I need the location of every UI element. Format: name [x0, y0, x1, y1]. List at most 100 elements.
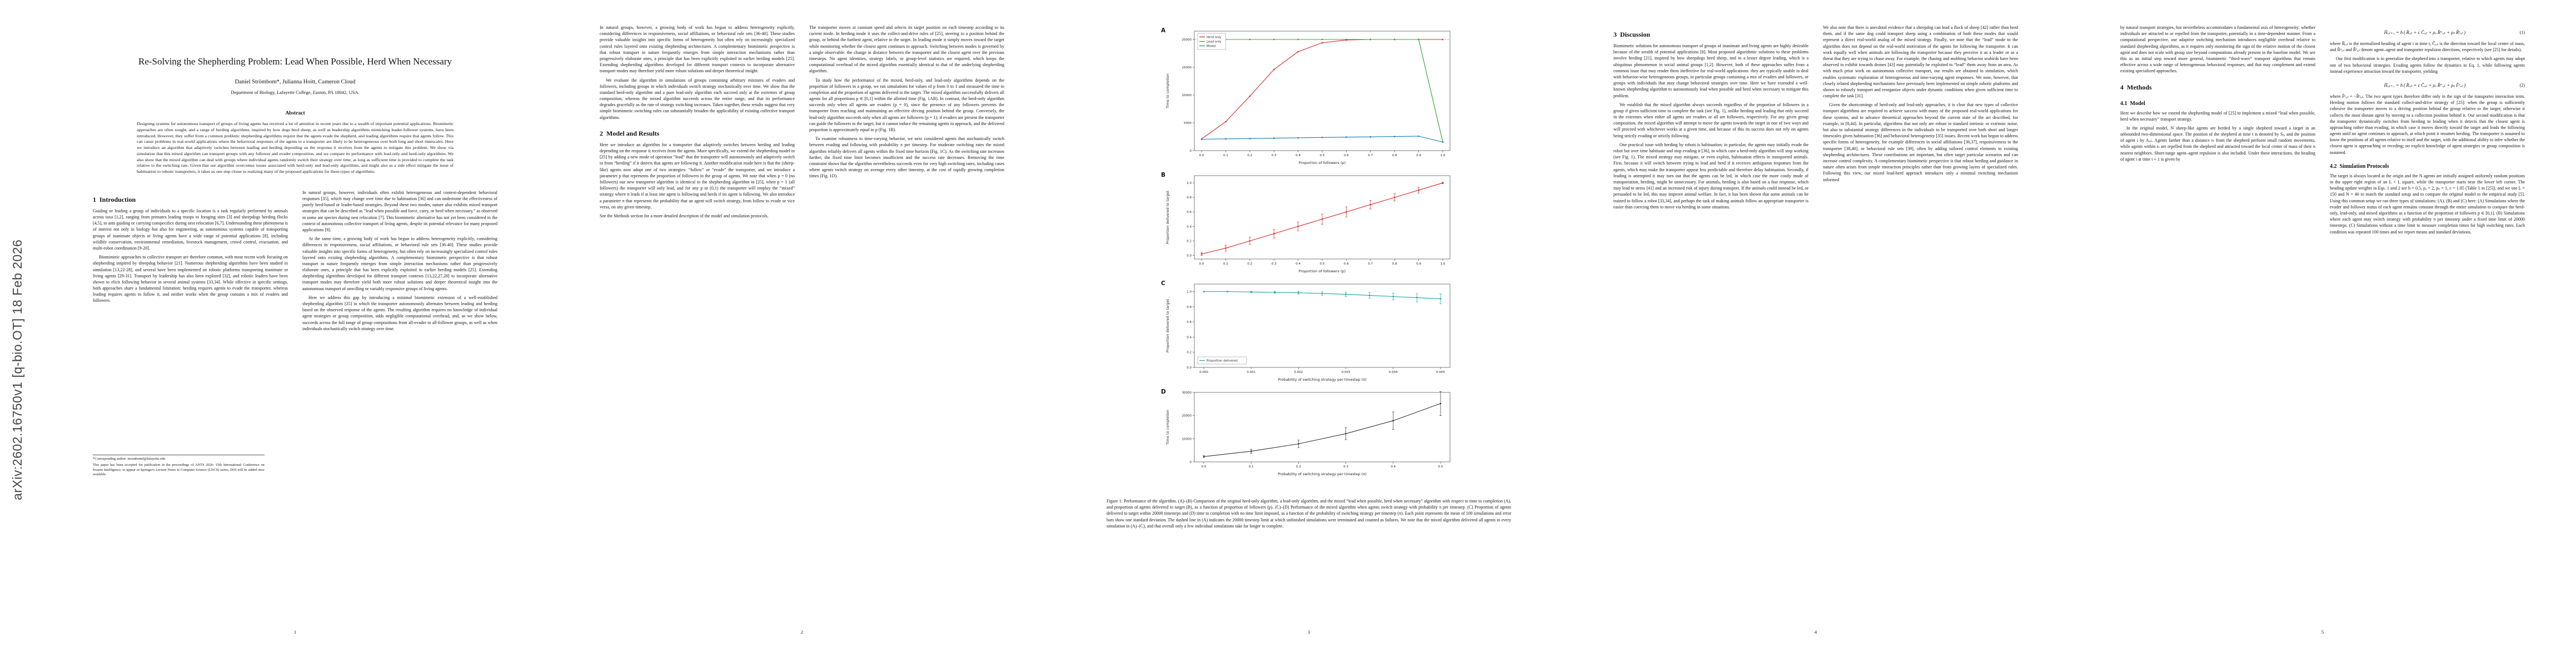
figure-panel-B: B 0.0 0.1 0.2 0.3 0.4 0.5 0.6 0.7 0.8 0.9 1.0 0.0 0.2… [1161, 170, 1457, 278]
page-1: Re-Solving the Shepherding Problem: Lead… [42, 0, 549, 667]
page-number: 2 [800, 629, 804, 635]
svg-text:0.003: 0.003 [1342, 371, 1351, 374]
paragraph: Our first modification is to generalize … [2330, 56, 2525, 74]
panel-label-A: A [1161, 27, 1166, 34]
column-right: H̄ᵢ,ₜ₊₁ = h ( R̄ᵢ,ₜ + c Ĉᵢ,ₜ + ρₐ R̂ᵃᵢ,… [2330, 24, 2525, 238]
svg-text:Time to completion: Time to completion [1165, 410, 1170, 445]
subsection-heading: 4.2 Simulation Protocols [2330, 163, 2389, 170]
paper-authors: Daniel Strömbom*, Julianna Hoitt, Camero… [235, 79, 356, 86]
equation-body: H̄ᵢ,ₜ₊₁ = h ( R̄ᵢ,ₜ + c Ĉᵢ,ₜ + ρₐ R̂ᵃᵢ,… [2384, 29, 2466, 35]
svg-text:0: 0 [1190, 461, 1192, 464]
svg-text:Time to completion: Time to completion [1165, 73, 1170, 109]
column-left: In natural groups, however, a growing bo… [600, 24, 795, 222]
panel-label-C: C [1161, 280, 1165, 287]
svg-text:1.0: 1.0 [1187, 291, 1192, 294]
paragraph: The target is always located at the orig… [2330, 173, 2525, 235]
svg-text:0.0: 0.0 [1187, 366, 1192, 370]
svg-text:0.3: 0.3 [1272, 262, 1277, 266]
svg-text:Proportion delivered to target: Proportion delivered to target [1165, 190, 1170, 244]
figure-panels: A 0.0 0.1 0.2 0.3 0.4 0.5 0.6 0.7 0.8 0.9 1.0 0 5000 1… [1107, 26, 1511, 481]
footnote-line: This paper has been accepted for publica… [93, 462, 265, 477]
paragraph: See the Methods section for a more detai… [600, 213, 769, 218]
svg-text:0.6: 0.6 [1187, 321, 1192, 324]
figure-caption: Figure 1: Performance of the algorithm. … [1107, 499, 1511, 529]
svg-text:0.5: 0.5 [1320, 154, 1325, 157]
section-heading: 4 Methods [2120, 83, 2152, 91]
column-left: by natural transport strategies, but nev… [2120, 24, 2315, 238]
svg-text:0.8: 0.8 [1392, 154, 1397, 157]
svg-text:0.8: 0.8 [1392, 262, 1397, 266]
abstract-heading: Abstract [285, 111, 305, 117]
svg-text:Proportion delivered to target: Proportion delivered to target [1165, 298, 1170, 352]
two-column-layout: 1 Introduction Guiding or leading a group… [93, 190, 497, 479]
svg-text:0.6: 0.6 [1344, 262, 1349, 266]
paragraph: We also note that there is anecdotal evi… [1823, 25, 2018, 99]
two-column-layout: by natural transport strategies, but nev… [2120, 24, 2525, 238]
paragraph: At the same time, a growing body of work… [302, 236, 497, 291]
paragraph: Given the shortcomings of herd-only and … [1823, 102, 2018, 182]
figure-1: A 0.0 0.1 0.2 0.3 0.4 0.5 0.6 0.7 0.8 0.9 1.0 0 5000 1… [1107, 26, 1511, 529]
panel-label-B: B [1161, 172, 1166, 178]
arxiv-watermark: arXiv:2602.16750v1 [q-bio.OT] 18 Feb 202… [10, 239, 24, 500]
svg-text:Probability of switching strat: Probability of switching strategy per ti… [1278, 377, 1366, 382]
svg-text:15000: 15000 [1182, 66, 1192, 69]
figure-panel-C: C 0.000 0.001 0.002 0.003 0.004 0.005 0.0 0.2 0.4… [1161, 278, 1457, 387]
svg-text:Lead only: Lead only [1207, 41, 1222, 44]
svg-text:Proportion of followers (p): Proportion of followers (p) [1299, 161, 1346, 165]
paper-title: Re-Solving the Shepherding Problem: Lead… [138, 56, 452, 67]
figure-panel-D: D 0.0 0.1 0.2 0.3 0.4 0.5 0 10000 20000 30000 Proba… [1161, 387, 1457, 481]
svg-text:0.1: 0.1 [1249, 465, 1254, 469]
two-column-layout: In natural groups, however, a growing bo… [600, 24, 1004, 222]
svg-text:0.6: 0.6 [1344, 154, 1349, 157]
svg-text:Probability of switching strat: Probability of switching strategy per ti… [1278, 472, 1366, 476]
svg-text:1.0: 1.0 [1187, 182, 1192, 185]
svg-text:0.0: 0.0 [1202, 465, 1207, 469]
svg-text:0.000: 0.000 [1199, 371, 1208, 374]
chart-C: 0.000 0.001 0.002 0.003 0.004 0.005 0.0 0.2 0.4 0… [1165, 283, 1451, 382]
paragraph: We establish that the mixed algorithm al… [1613, 102, 1808, 138]
svg-text:0.0: 0.0 [1199, 154, 1204, 157]
svg-text:0.2: 0.2 [1247, 262, 1252, 266]
svg-text:0.004: 0.004 [1389, 371, 1398, 374]
equation: H̄ᵢ,ₜ₊₁ = h ( R̄ᵢ,ₜ + c Ĉᵢ,ₜ + ρₐ R̂ᵃᵢ,… [2330, 82, 2525, 88]
column-right: We also note that there is anecdotal evi… [1823, 24, 2018, 213]
paragraph: We evaluate the algorithm in simulations… [600, 77, 795, 120]
two-column-layout: 3 Discussion Biomimetic solutions for aut… [1613, 24, 2018, 213]
page-number: 3 [1307, 629, 1311, 635]
section-heading: 2 Model and Results [600, 129, 660, 137]
page-4: 3 Discussion Biomimetic solutions for aut… [1562, 0, 2069, 667]
paragraph: One practical issue with herding by robo… [1613, 142, 1808, 210]
svg-text:0.5: 0.5 [1438, 465, 1443, 469]
svg-text:0.2: 0.2 [1296, 465, 1301, 469]
paragraph: To study how the performance of the mixe… [809, 77, 1004, 133]
paragraph: Here we describe how we extend the sheph… [2120, 110, 2315, 122]
column-left: 1 Introduction Guiding or leading a group… [93, 190, 288, 479]
paragraph: In the original model, N sheep-like agen… [2120, 125, 2315, 162]
footnote: *Corresponding author: strombomd@lafayet… [93, 455, 265, 479]
svg-text:0.3: 0.3 [1343, 465, 1348, 469]
subsection-heading: 4.1 Model [2120, 100, 2145, 107]
svg-text:0.4: 0.4 [1391, 465, 1396, 469]
svg-text:0.8: 0.8 [1187, 306, 1192, 309]
paragraph: In natural groups, however, a growing bo… [600, 25, 795, 74]
abstract-text: Designing systems for autonomous transpo… [137, 121, 454, 175]
paragraph: Biomimetic solutions for autonomous tran… [1613, 43, 1808, 98]
svg-text:0.2: 0.2 [1187, 240, 1192, 243]
svg-text:0.7: 0.7 [1368, 262, 1373, 266]
paragraph: where F̂ˢᵢ,ₜ = −R̂ˢᵢ,ₜ. The two agent ty… [2330, 93, 2525, 155]
svg-text:30000: 30000 [1182, 391, 1192, 395]
svg-text:0.5: 0.5 [1320, 262, 1325, 266]
chart-A: 0.0 0.1 0.2 0.3 0.4 0.5 0.6 0.7 0.8 0.9 1.0 0 5000 10… [1165, 31, 1451, 165]
svg-text:0: 0 [1190, 150, 1192, 153]
column-left: 3 Discussion Biomimetic solutions for aut… [1613, 24, 1808, 213]
svg-text:Proportion delivered: Proportion delivered [1207, 360, 1238, 363]
svg-text:0.8: 0.8 [1187, 196, 1192, 200]
paper-pages: Re-Solving the Shepherding Problem: Lead… [42, 0, 2576, 667]
svg-text:0.4: 0.4 [1296, 154, 1301, 157]
chart-B: 0.0 0.1 0.2 0.3 0.4 0.5 0.6 0.7 0.8 0.9 1.0 0.0 0.2 0… [1165, 175, 1451, 273]
column-right: In natural groups, however, individuals … [302, 190, 497, 479]
svg-text:0.0: 0.0 [1187, 254, 1192, 257]
svg-text:5000: 5000 [1184, 122, 1192, 125]
paragraph: where R̄ᵢ,ₜ is the normalized heading of… [2330, 41, 2525, 53]
